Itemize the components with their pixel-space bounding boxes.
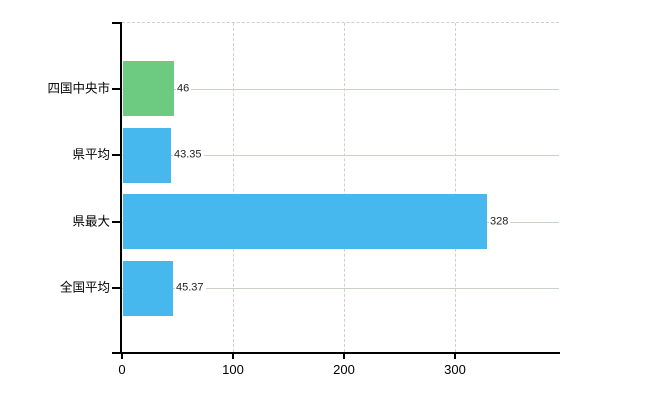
y-axis-tick [112, 287, 121, 289]
bar [123, 128, 171, 183]
grid-line-vertical [344, 23, 345, 352]
y-axis-line [120, 22, 122, 353]
grid-line-horizontal [122, 89, 559, 90]
bar [123, 61, 174, 116]
x-axis-line [112, 352, 560, 354]
grid-line-horizontal [122, 155, 559, 156]
category-label: 県平均 [72, 147, 110, 162]
x-axis-tick [121, 353, 123, 359]
x-axis-tick [232, 353, 234, 359]
grid-line-vertical [455, 23, 456, 352]
plot-top-border [122, 22, 559, 23]
grid-line-vertical [233, 23, 234, 352]
x-tick-label: 100 [222, 362, 244, 377]
x-tick-label: 0 [118, 362, 126, 377]
category-label: 全国平均 [59, 280, 110, 295]
category-label: 四国中央市 [47, 81, 110, 95]
value-label: 45.37 [175, 281, 206, 295]
bar [123, 194, 487, 249]
x-axis-tick [343, 353, 345, 359]
value-label: 46 [176, 81, 192, 96]
category-label: 県最大 [72, 214, 110, 228]
x-tick-label: 300 [444, 362, 466, 377]
grid-line-horizontal [122, 288, 559, 289]
y-axis-tick [112, 221, 121, 223]
y-axis-tick [112, 88, 121, 90]
x-tick-label: 200 [333, 362, 355, 377]
bar [123, 261, 173, 316]
value-label: 43.35 [173, 148, 204, 162]
y-axis-tick [112, 22, 121, 24]
x-axis-tick [454, 353, 456, 359]
y-axis-tick [112, 154, 121, 156]
value-label: 328 [489, 214, 511, 229]
